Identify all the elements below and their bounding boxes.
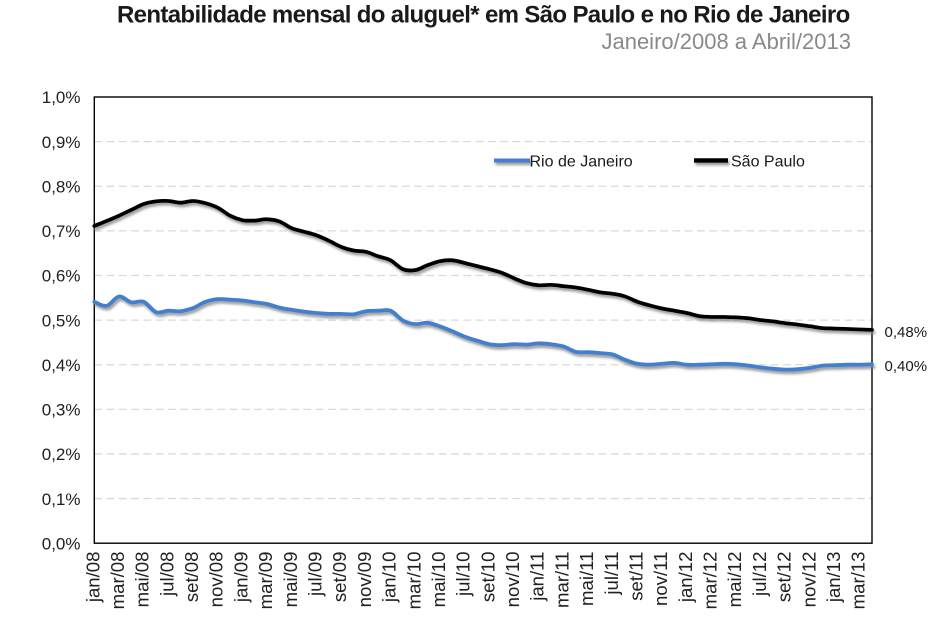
svg-text:0,6%: 0,6% bbox=[42, 267, 81, 286]
svg-text:nov/11: nov/11 bbox=[650, 552, 671, 606]
svg-text:nov/08: nov/08 bbox=[206, 552, 227, 608]
svg-text:mar/11: mar/11 bbox=[551, 552, 572, 609]
svg-text:set/09: set/09 bbox=[329, 552, 350, 603]
svg-text:mai/08: mai/08 bbox=[132, 552, 153, 608]
svg-text:0,9%: 0,9% bbox=[42, 133, 81, 152]
svg-text:nov/10: nov/10 bbox=[502, 552, 523, 608]
svg-text:set/08: set/08 bbox=[181, 552, 202, 603]
svg-text:0,5%: 0,5% bbox=[42, 311, 81, 330]
svg-text:0,4%: 0,4% bbox=[42, 356, 81, 375]
svg-text:jul/09: jul/09 bbox=[305, 552, 326, 597]
svg-text:mar/08: mar/08 bbox=[107, 552, 128, 610]
svg-text:0,3%: 0,3% bbox=[42, 401, 81, 420]
svg-text:jul/08: jul/08 bbox=[156, 552, 177, 597]
svg-text:jan/09: jan/09 bbox=[230, 552, 251, 604]
svg-text:set/11: set/11 bbox=[626, 552, 647, 601]
svg-text:mai/12: mai/12 bbox=[724, 552, 745, 608]
svg-text:0,7%: 0,7% bbox=[42, 222, 81, 241]
svg-text:set/10: set/10 bbox=[477, 552, 498, 603]
svg-text:São Paulo: São Paulo bbox=[731, 154, 805, 171]
svg-text:mar/13: mar/13 bbox=[848, 552, 869, 610]
svg-text:jan/12: jan/12 bbox=[675, 552, 696, 604]
svg-text:mai/11: mai/11 bbox=[576, 552, 597, 606]
svg-text:set/12: set/12 bbox=[774, 552, 795, 603]
svg-text:Rentabilidade mensal do alugue: Rentabilidade mensal do aluguel* em São … bbox=[117, 2, 850, 29]
svg-text:nov/09: nov/09 bbox=[354, 552, 375, 608]
svg-text:0,8%: 0,8% bbox=[42, 177, 81, 196]
svg-text:mar/12: mar/12 bbox=[700, 552, 721, 610]
svg-text:jan/08: jan/08 bbox=[82, 552, 103, 604]
svg-text:mai/09: mai/09 bbox=[280, 552, 301, 608]
svg-text:0,1%: 0,1% bbox=[42, 490, 81, 509]
svg-text:0,48%: 0,48% bbox=[885, 324, 928, 341]
svg-text:jul/10: jul/10 bbox=[453, 552, 474, 597]
svg-text:jul/12: jul/12 bbox=[749, 552, 770, 597]
svg-text:0,40%: 0,40% bbox=[885, 358, 928, 375]
svg-text:1,0%: 1,0% bbox=[42, 88, 81, 107]
svg-text:0,2%: 0,2% bbox=[42, 445, 81, 464]
svg-text:jul/11: jul/11 bbox=[601, 552, 622, 596]
svg-text:nov/12: nov/12 bbox=[798, 552, 819, 608]
svg-text:jan/13: jan/13 bbox=[823, 552, 844, 604]
svg-text:mar/09: mar/09 bbox=[255, 552, 276, 610]
svg-text:Rio de Janeiro: Rio de Janeiro bbox=[530, 154, 633, 171]
svg-text:jan/10: jan/10 bbox=[379, 552, 400, 604]
svg-text:Janeiro/2008 a Abril/2013: Janeiro/2008 a Abril/2013 bbox=[601, 29, 851, 54]
svg-text:mai/10: mai/10 bbox=[428, 552, 449, 608]
svg-text:jan/11: jan/11 bbox=[527, 552, 548, 602]
svg-text:0,0%: 0,0% bbox=[42, 534, 81, 553]
svg-text:mar/10: mar/10 bbox=[403, 552, 424, 610]
